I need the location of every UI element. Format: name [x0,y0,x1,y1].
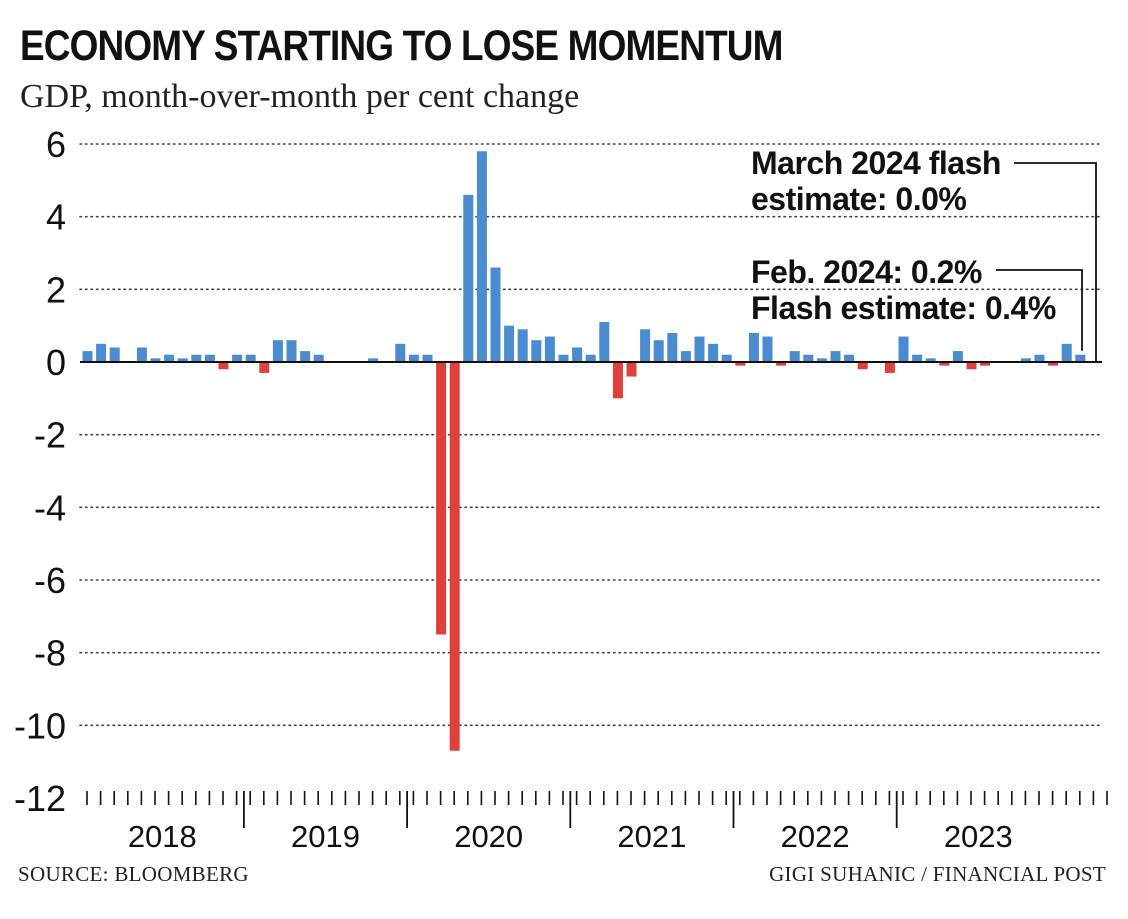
annotation-feb-connector [996,269,1083,351]
bar [816,358,827,362]
bar [490,267,501,362]
bar [776,362,787,366]
bar [762,336,773,362]
bar [504,325,515,362]
bar [680,351,691,362]
bar [109,347,120,362]
bar [735,362,746,366]
bar [286,340,297,362]
y-tick-label: -8 [34,633,66,674]
bar [164,354,175,362]
year-label: 2021 [617,819,686,854]
bar [82,351,93,362]
bar [177,358,188,362]
bar [721,354,732,362]
bar [476,151,487,362]
year-label: 2022 [781,819,850,854]
y-tick-label: -12 [14,778,66,819]
bar [395,343,406,362]
x-axis-labels: 2018 2019 2020 2021 2022 2023 [128,819,1013,854]
y-tick-label: -2 [34,415,66,456]
bar [300,351,311,362]
year-label: 2018 [128,819,197,854]
bar [1034,354,1045,362]
bar [272,340,283,362]
bar [558,354,569,362]
y-tick-label: -6 [34,560,66,601]
bar [653,340,664,362]
bars [82,151,1086,751]
bar [952,351,963,362]
bar [857,362,868,370]
year-label: 2019 [291,819,360,854]
bar [980,362,991,366]
bar [245,354,256,362]
bar [531,340,542,362]
bar [1020,358,1031,362]
bar [1048,362,1059,366]
bar [939,362,950,366]
bar [884,362,895,373]
bar [789,351,800,362]
bar [191,354,202,362]
chart-subtitle: GDP, month-over-month per cent change [20,78,580,115]
bar [463,194,474,362]
gridlines [79,143,1103,727]
bar [640,329,651,362]
annotation-feb-text: Feb. 2024: 0.2% [751,254,982,290]
annotation-feb-text: Flash estimate: 0.4% [751,290,1056,326]
chart-title: ECONOMY STARTING TO LOSE MOMENTUM [20,22,783,70]
annotation-march-text: estimate: 0.0% [751,181,966,217]
bar [408,354,419,362]
bar [898,336,909,362]
axes [80,361,1108,828]
bar [803,354,814,362]
y-axis-labels: 6 4 2 0 -2 -4 -6 -8 -10 -12 [14,124,66,819]
bar [1075,354,1086,362]
year-label: 2020 [454,819,523,854]
bar [150,358,161,362]
y-tick-label: 4 [46,197,66,238]
bar [96,343,107,362]
bar [844,354,855,362]
annotation-march-connector [1014,162,1097,363]
year-label: 2023 [944,819,1013,854]
bar [544,336,555,362]
bar [925,358,936,362]
y-tick-label: 6 [46,124,66,165]
bar [436,362,447,635]
bar [368,358,379,362]
bar [612,362,623,399]
bar [912,354,923,362]
bar [966,362,977,370]
bar [517,329,528,362]
bar [748,332,759,362]
bar [449,362,460,751]
credit-note: GIGI SUHANIC / FINANCIAL POST [769,862,1106,886]
bar [204,354,215,362]
bar [626,362,637,377]
bar [667,332,678,362]
bar [422,354,433,362]
bar [136,347,147,362]
bar [572,347,583,362]
bar [694,336,705,362]
bar [830,351,841,362]
bar [232,354,243,362]
annotation-march-text: March 2024 flash [751,145,1001,181]
source-note: SOURCE: BLOOMBERG [18,862,249,886]
bar [1061,343,1072,362]
bar [259,362,270,373]
bar [313,354,324,362]
y-tick-label: -4 [34,487,66,528]
y-tick-label: -10 [14,705,66,746]
bar [708,343,719,362]
y-tick-label: 0 [46,342,66,383]
bar [218,362,229,370]
bar [599,322,610,362]
y-tick-label: 2 [46,269,66,310]
bar [585,354,596,362]
